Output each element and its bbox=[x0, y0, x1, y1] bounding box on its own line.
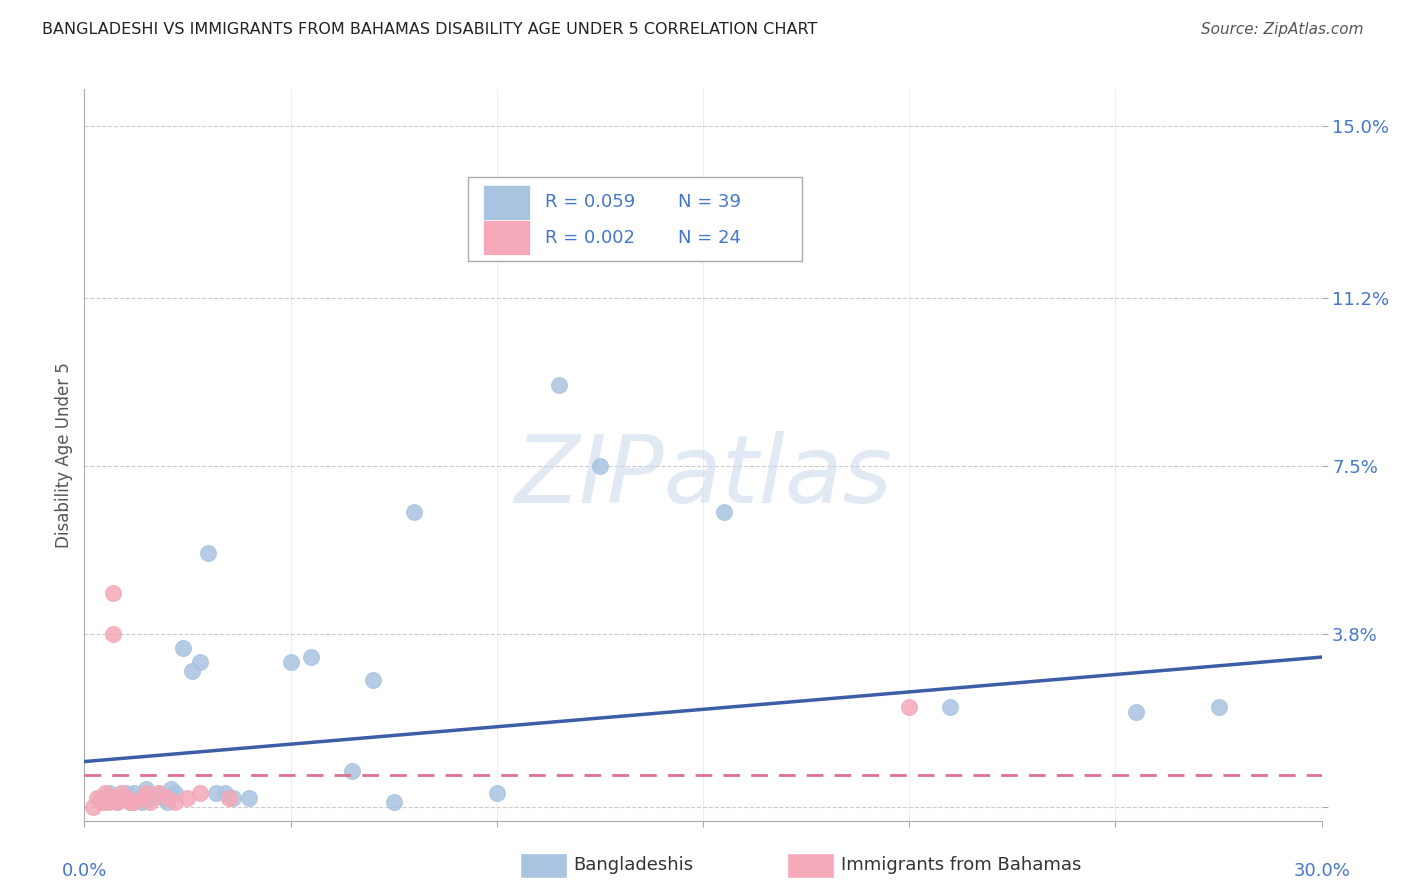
Point bbox=[280, 655, 302, 669]
Point bbox=[404, 505, 426, 519]
Point bbox=[110, 786, 132, 800]
Point bbox=[342, 764, 364, 778]
Point bbox=[122, 786, 145, 800]
Point bbox=[361, 673, 384, 687]
Point bbox=[94, 786, 117, 800]
Point bbox=[218, 791, 240, 805]
Point bbox=[205, 786, 228, 800]
Point bbox=[131, 796, 153, 810]
Point bbox=[176, 791, 198, 805]
Point bbox=[197, 546, 219, 560]
Point bbox=[139, 796, 162, 810]
Point bbox=[94, 796, 117, 810]
Point bbox=[118, 796, 141, 810]
FancyBboxPatch shape bbox=[482, 220, 530, 255]
Point bbox=[165, 796, 187, 810]
Point bbox=[105, 796, 128, 810]
Point bbox=[152, 791, 174, 805]
Point bbox=[105, 796, 128, 810]
Point bbox=[547, 377, 569, 392]
Point bbox=[135, 786, 157, 800]
Text: ZIPatlas: ZIPatlas bbox=[515, 432, 891, 523]
Point bbox=[131, 791, 153, 805]
Point bbox=[98, 796, 121, 810]
Point bbox=[299, 650, 322, 665]
Point bbox=[898, 700, 921, 714]
Text: R = 0.002: R = 0.002 bbox=[544, 228, 634, 246]
Point bbox=[939, 700, 962, 714]
Point bbox=[135, 781, 157, 796]
Point bbox=[82, 800, 104, 814]
Point bbox=[165, 786, 187, 800]
Text: 0.0%: 0.0% bbox=[62, 862, 107, 880]
Text: N = 39: N = 39 bbox=[678, 194, 741, 211]
Point bbox=[86, 791, 108, 805]
Point bbox=[214, 786, 236, 800]
Point bbox=[139, 791, 162, 805]
Point bbox=[90, 791, 112, 805]
Point bbox=[103, 586, 125, 600]
Point bbox=[98, 791, 121, 805]
Point bbox=[114, 791, 136, 805]
Point bbox=[148, 786, 170, 800]
Text: Source: ZipAtlas.com: Source: ZipAtlas.com bbox=[1201, 22, 1364, 37]
Point bbox=[156, 796, 179, 810]
Point bbox=[156, 791, 179, 805]
Point bbox=[172, 640, 194, 655]
Text: N = 24: N = 24 bbox=[678, 228, 741, 246]
Y-axis label: Disability Age Under 5: Disability Age Under 5 bbox=[55, 362, 73, 548]
Point bbox=[90, 796, 112, 810]
Point bbox=[114, 786, 136, 800]
Point bbox=[103, 791, 125, 805]
Text: Immigrants from Bahamas: Immigrants from Bahamas bbox=[841, 856, 1081, 874]
Point bbox=[589, 459, 612, 474]
Point bbox=[160, 781, 183, 796]
Point bbox=[188, 786, 211, 800]
Point bbox=[127, 791, 149, 805]
Point bbox=[110, 791, 132, 805]
Point bbox=[103, 627, 125, 641]
Text: Bangladeshis: Bangladeshis bbox=[574, 856, 693, 874]
Point bbox=[122, 796, 145, 810]
Point bbox=[148, 786, 170, 800]
Point bbox=[713, 505, 735, 519]
Point bbox=[105, 791, 128, 805]
Text: R = 0.059: R = 0.059 bbox=[544, 194, 636, 211]
Point bbox=[1208, 700, 1230, 714]
Point bbox=[485, 786, 508, 800]
FancyBboxPatch shape bbox=[468, 177, 801, 261]
Text: BANGLADESHI VS IMMIGRANTS FROM BAHAMAS DISABILITY AGE UNDER 5 CORRELATION CHART: BANGLADESHI VS IMMIGRANTS FROM BAHAMAS D… bbox=[42, 22, 817, 37]
Text: 30.0%: 30.0% bbox=[1294, 862, 1350, 880]
Point bbox=[118, 796, 141, 810]
Point bbox=[382, 796, 405, 810]
Point bbox=[188, 655, 211, 669]
Point bbox=[98, 786, 121, 800]
Point bbox=[238, 791, 260, 805]
Point bbox=[180, 664, 202, 678]
Point bbox=[1125, 705, 1147, 719]
FancyBboxPatch shape bbox=[482, 185, 530, 219]
Point bbox=[222, 791, 245, 805]
